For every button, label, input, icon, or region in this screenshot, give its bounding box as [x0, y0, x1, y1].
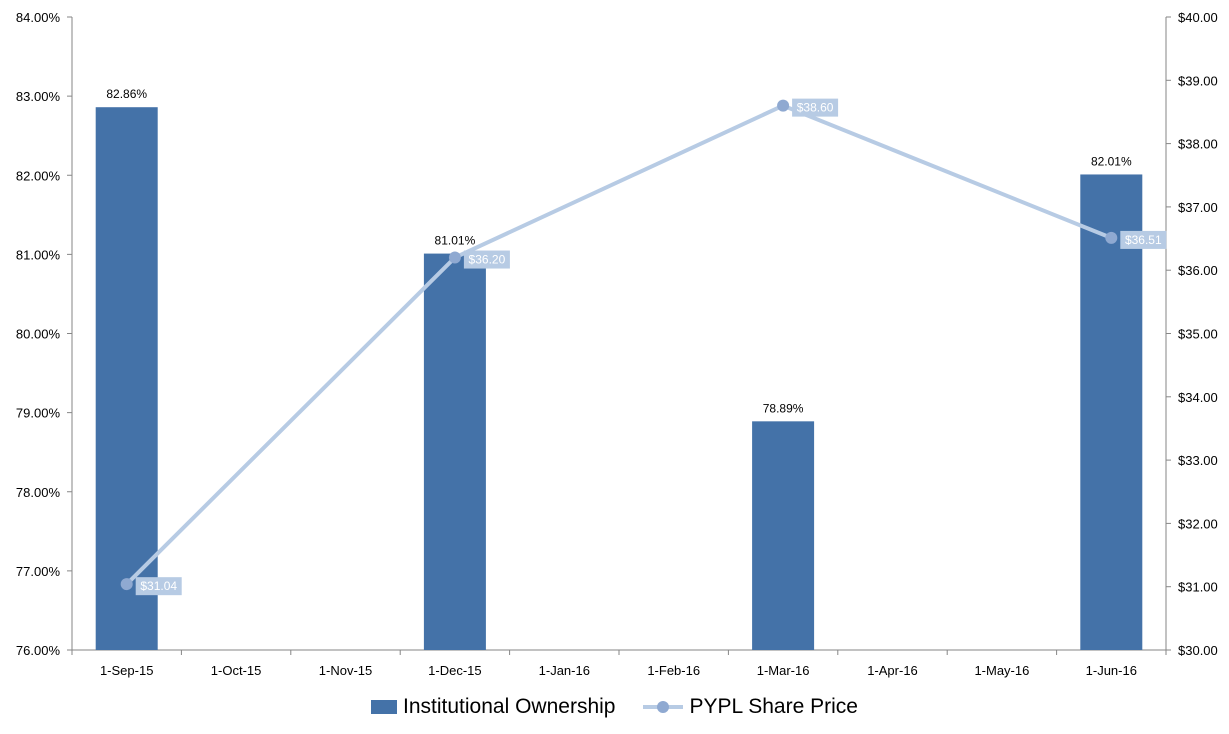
right-tick-label: $35.00	[1178, 327, 1218, 342]
right-tick-label: $31.00	[1178, 580, 1218, 595]
line-point	[120, 578, 133, 591]
x-tick-label: 1-Jan-16	[539, 663, 590, 678]
line-point	[777, 99, 790, 112]
line-data-label-text: $36.20	[469, 253, 506, 267]
right-tick-label: $36.00	[1178, 263, 1218, 278]
bar	[1080, 174, 1143, 651]
line-data-label-text: $36.51	[1125, 233, 1162, 247]
line-data-label: $36.20	[463, 250, 510, 269]
right-tick-label: $32.00	[1178, 516, 1218, 531]
left-tick-label: 84.00%	[16, 10, 61, 25]
left-tick-label: 82.00%	[16, 168, 61, 183]
legend-label-bar: Institutional Ownership	[403, 695, 616, 718]
legend-item-bar: Institutional Ownership	[371, 695, 615, 719]
line-path	[125, 103, 1113, 586]
data-labels: 82.86% 81.01% 78.89% 82.01% $31.04 $36.20 $38.…	[106, 87, 1167, 596]
bar	[95, 107, 158, 650]
left-tick-label: 77.00%	[16, 564, 61, 579]
x-tick-label: 1-Nov-15	[319, 663, 372, 678]
x-tick-label: 1-Mar-16	[757, 663, 810, 678]
x-tick-label: 1-Sep-15	[100, 663, 153, 678]
right-tick-label: $38.00	[1178, 137, 1218, 152]
legend-line-swatch	[643, 701, 684, 713]
line-data-label-box	[1120, 230, 1167, 249]
right-tick-label: $33.00	[1178, 453, 1218, 468]
left-tick-label: 81.00%	[16, 247, 61, 262]
line-data-label: $36.51	[1120, 230, 1167, 249]
right-tick-label: $34.00	[1178, 390, 1218, 405]
left-tick-label: 76.00%	[16, 643, 61, 658]
left-tick-label: 80.00%	[16, 327, 61, 342]
line-point	[1105, 231, 1118, 244]
bar-data-label: 78.89%	[763, 401, 804, 415]
legend-label-line: PYPL Share Price	[689, 695, 858, 718]
x-tick-label: 1-Jun-16	[1086, 663, 1137, 678]
left-tick-label: 78.00%	[16, 485, 61, 500]
line-data-label-box	[463, 250, 510, 269]
line-data-label: $31.04	[135, 577, 182, 596]
x-tick-label: 1-Apr-16	[867, 663, 918, 678]
right-tick-label: $40.00	[1178, 10, 1218, 25]
line-data-label-box	[135, 577, 182, 596]
line-data-label-text: $31.04	[140, 579, 177, 593]
bar-data-label: 82.86%	[106, 87, 147, 101]
x-tick-label: 1-Oct-15	[211, 663, 262, 678]
line-point	[448, 251, 461, 264]
bar-data-label: 82.01%	[1091, 154, 1132, 168]
chart-axes: 76.00% 77.00% 78.00% 79.00% 80.00% 81.00% 82.0…	[16, 10, 1218, 678]
bar-series	[95, 107, 1143, 651]
line-data-label: $38.60	[792, 98, 839, 117]
left-tick-label: 79.00%	[16, 406, 61, 421]
bar	[752, 421, 815, 650]
line-series	[120, 99, 1118, 591]
right-tick-label: $30.00	[1178, 643, 1218, 658]
chart-legend: Institutional Ownership PYPL Share Price	[0, 692, 1229, 722]
bar-data-label: 81.01%	[435, 234, 476, 248]
x-tick-label: 1-Feb-16	[647, 663, 700, 678]
line-data-label-box	[792, 98, 839, 117]
bar	[423, 253, 486, 651]
right-tick-label: $39.00	[1178, 73, 1218, 88]
x-tick-label: 1-Dec-15	[428, 663, 481, 678]
line-data-label-text: $38.60	[797, 101, 834, 115]
right-tick-label: $37.00	[1178, 200, 1218, 215]
legend-item-line: PYPL Share Price	[643, 695, 858, 719]
x-tick-label: 1-May-16	[974, 663, 1029, 678]
left-tick-label: 83.00%	[16, 89, 61, 104]
legend-bar-swatch	[371, 700, 398, 714]
